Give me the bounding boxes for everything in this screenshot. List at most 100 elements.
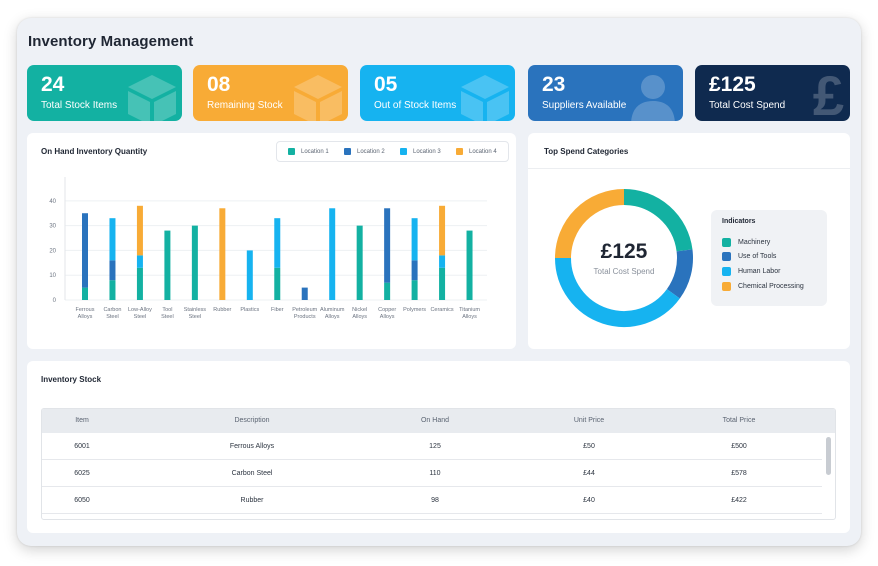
indicator-label: Chemical Processing xyxy=(738,283,804,290)
indicator-label: Use of Tools xyxy=(738,253,777,260)
kpi-card-total-cost[interactable]: £125 Total Cost Spend £ xyxy=(695,65,850,121)
bar-segment[interactable] xyxy=(82,213,88,288)
cell-item: 6001 xyxy=(74,443,90,450)
donut-slice[interactable] xyxy=(555,257,680,327)
x-tick-label: Ceramics xyxy=(430,307,453,313)
table-row[interactable]: 6050 Rubber 98 £40 £422 xyxy=(42,487,822,514)
bar-segment[interactable] xyxy=(384,282,391,300)
divider xyxy=(528,168,850,169)
bar-segment[interactable] xyxy=(136,255,143,268)
x-tick-label: Ferrous xyxy=(76,307,95,313)
cell-total-price: £500 xyxy=(731,443,747,450)
bar-segment[interactable] xyxy=(246,250,253,300)
legend-swatch xyxy=(344,148,351,155)
column-header-on-hand[interactable]: On Hand xyxy=(420,417,450,424)
donut-center-label: Total Cost Spend xyxy=(594,267,655,276)
scrollbar-thumb[interactable] xyxy=(826,437,831,475)
bar-segment[interactable] xyxy=(466,230,473,300)
bar-segment[interactable] xyxy=(164,230,171,300)
x-tick-label: Alloys xyxy=(325,314,340,320)
indicator-use-of-tools[interactable]: Use of Tools xyxy=(722,252,777,261)
kpi-label: Total Stock Items xyxy=(41,100,118,111)
box-icon xyxy=(128,75,176,121)
indicator-machinery[interactable]: Machinery xyxy=(722,238,770,247)
cell-description: Carbon Steel xyxy=(231,470,273,477)
x-tick-label: Alloys xyxy=(78,314,93,320)
legend-swatch xyxy=(456,148,463,155)
column-header-item[interactable]: Item xyxy=(75,417,89,424)
donut-center-value: £125 xyxy=(601,240,648,263)
legend-item-location-2[interactable]: Location 2 xyxy=(344,148,385,155)
bar-segment[interactable] xyxy=(439,267,446,300)
legend-item-location-3[interactable]: Location 3 xyxy=(400,148,441,155)
bar-segment[interactable] xyxy=(411,218,418,261)
kpi-card-total-stock[interactable]: 24 Total Stock Items xyxy=(27,65,182,121)
inventory-chart-panel: On Hand Inventory Quantity Location 1 Lo… xyxy=(27,133,516,349)
bar-segment[interactable] xyxy=(219,208,226,300)
bar-segment[interactable] xyxy=(439,205,446,256)
y-tick-label: 0 xyxy=(53,298,57,304)
x-tick-label: Products xyxy=(294,314,316,320)
box-icon xyxy=(461,75,509,121)
x-tick-label: Low-Alloy xyxy=(128,307,152,313)
bar-segment[interactable] xyxy=(109,280,116,300)
indicator-label: Human Labor xyxy=(738,268,781,275)
bar-segment[interactable] xyxy=(411,260,418,281)
bar-segment[interactable] xyxy=(274,267,281,300)
kpi-card-out-of-stock[interactable]: 05 Out of Stock Items xyxy=(360,65,515,121)
bar-segment[interactable] xyxy=(301,287,308,300)
column-header-total-price[interactable]: Total Price xyxy=(722,417,756,424)
cell-unit-price: £40 xyxy=(583,497,595,504)
kpi-card-remaining-stock[interactable]: 08 Remaining Stock xyxy=(193,65,348,121)
bar-segment[interactable] xyxy=(329,208,336,300)
cell-description: Ferrous Alloys xyxy=(229,443,275,450)
table-row[interactable]: 6025 Carbon Steel 110 £44 £578 xyxy=(42,460,822,487)
bar-chart: 010203040FerrousAlloysCarbonSteelLow-All… xyxy=(49,177,487,320)
bar-segment[interactable] xyxy=(136,205,143,256)
bar-segment[interactable] xyxy=(136,267,143,300)
cell-on-hand: 125 xyxy=(429,443,441,450)
legend-swatch xyxy=(400,148,407,155)
table-scrollbar[interactable] xyxy=(826,437,831,517)
bar-segment[interactable] xyxy=(384,208,391,283)
legend-item-location-4[interactable]: Location 4 xyxy=(456,148,497,155)
kpi-value: 23 xyxy=(542,73,566,96)
x-tick-label: Aluminum xyxy=(320,307,345,313)
cell-on-hand: 110 xyxy=(429,470,441,477)
legend-label: Location 3 xyxy=(413,149,441,155)
kpi-card-suppliers[interactable]: 23 Suppliers Available xyxy=(528,65,683,121)
x-tick-label: Stainless xyxy=(184,307,207,313)
legend-label: Location 4 xyxy=(469,149,497,155)
indicator-human-labor[interactable]: Human Labor xyxy=(722,267,781,276)
legend-item-location-1[interactable]: Location 1 xyxy=(288,148,329,155)
page-title: Inventory Management xyxy=(28,33,194,50)
kpi-label: Remaining Stock xyxy=(207,100,283,111)
x-tick-label: Steel xyxy=(106,314,119,320)
bar-segment[interactable] xyxy=(439,255,446,268)
kpi-value: £125 xyxy=(709,73,756,96)
bar-segment[interactable] xyxy=(109,260,116,281)
bar-segment[interactable] xyxy=(411,280,418,300)
bar-segment[interactable] xyxy=(109,218,116,261)
inventory-stock-panel: Inventory Stock Item Description On Hand… xyxy=(27,361,850,533)
donut-slice[interactable] xyxy=(555,189,625,259)
bar-segment[interactable] xyxy=(191,225,198,300)
indicator-swatch xyxy=(722,282,731,291)
x-tick-label: Titanium xyxy=(459,307,480,313)
donut-chart: £125 Total Cost Spend xyxy=(555,189,693,327)
bar-segment[interactable] xyxy=(274,218,281,268)
column-header-description[interactable]: Description xyxy=(234,417,270,424)
indicator-chemical-processing[interactable]: Chemical Processing xyxy=(722,282,804,291)
bar-segment[interactable] xyxy=(356,225,363,300)
legend-swatch xyxy=(288,148,295,155)
column-header-unit-price[interactable]: Unit Price xyxy=(573,417,605,424)
chart-title: On Hand Inventory Quantity xyxy=(41,147,148,156)
indicators-box: Indicators Machinery Use of Tools Human … xyxy=(711,210,827,306)
donut-slice[interactable] xyxy=(623,189,693,252)
bar-segment[interactable] xyxy=(82,287,88,300)
table-row[interactable]: 6001 Ferrous Alloys 125 £50 £500 xyxy=(42,433,822,460)
legend-label: Location 1 xyxy=(301,149,329,155)
x-tick-label: Steel xyxy=(161,314,174,320)
cell-description: Rubber xyxy=(240,497,264,504)
donut-slice[interactable] xyxy=(666,249,693,299)
